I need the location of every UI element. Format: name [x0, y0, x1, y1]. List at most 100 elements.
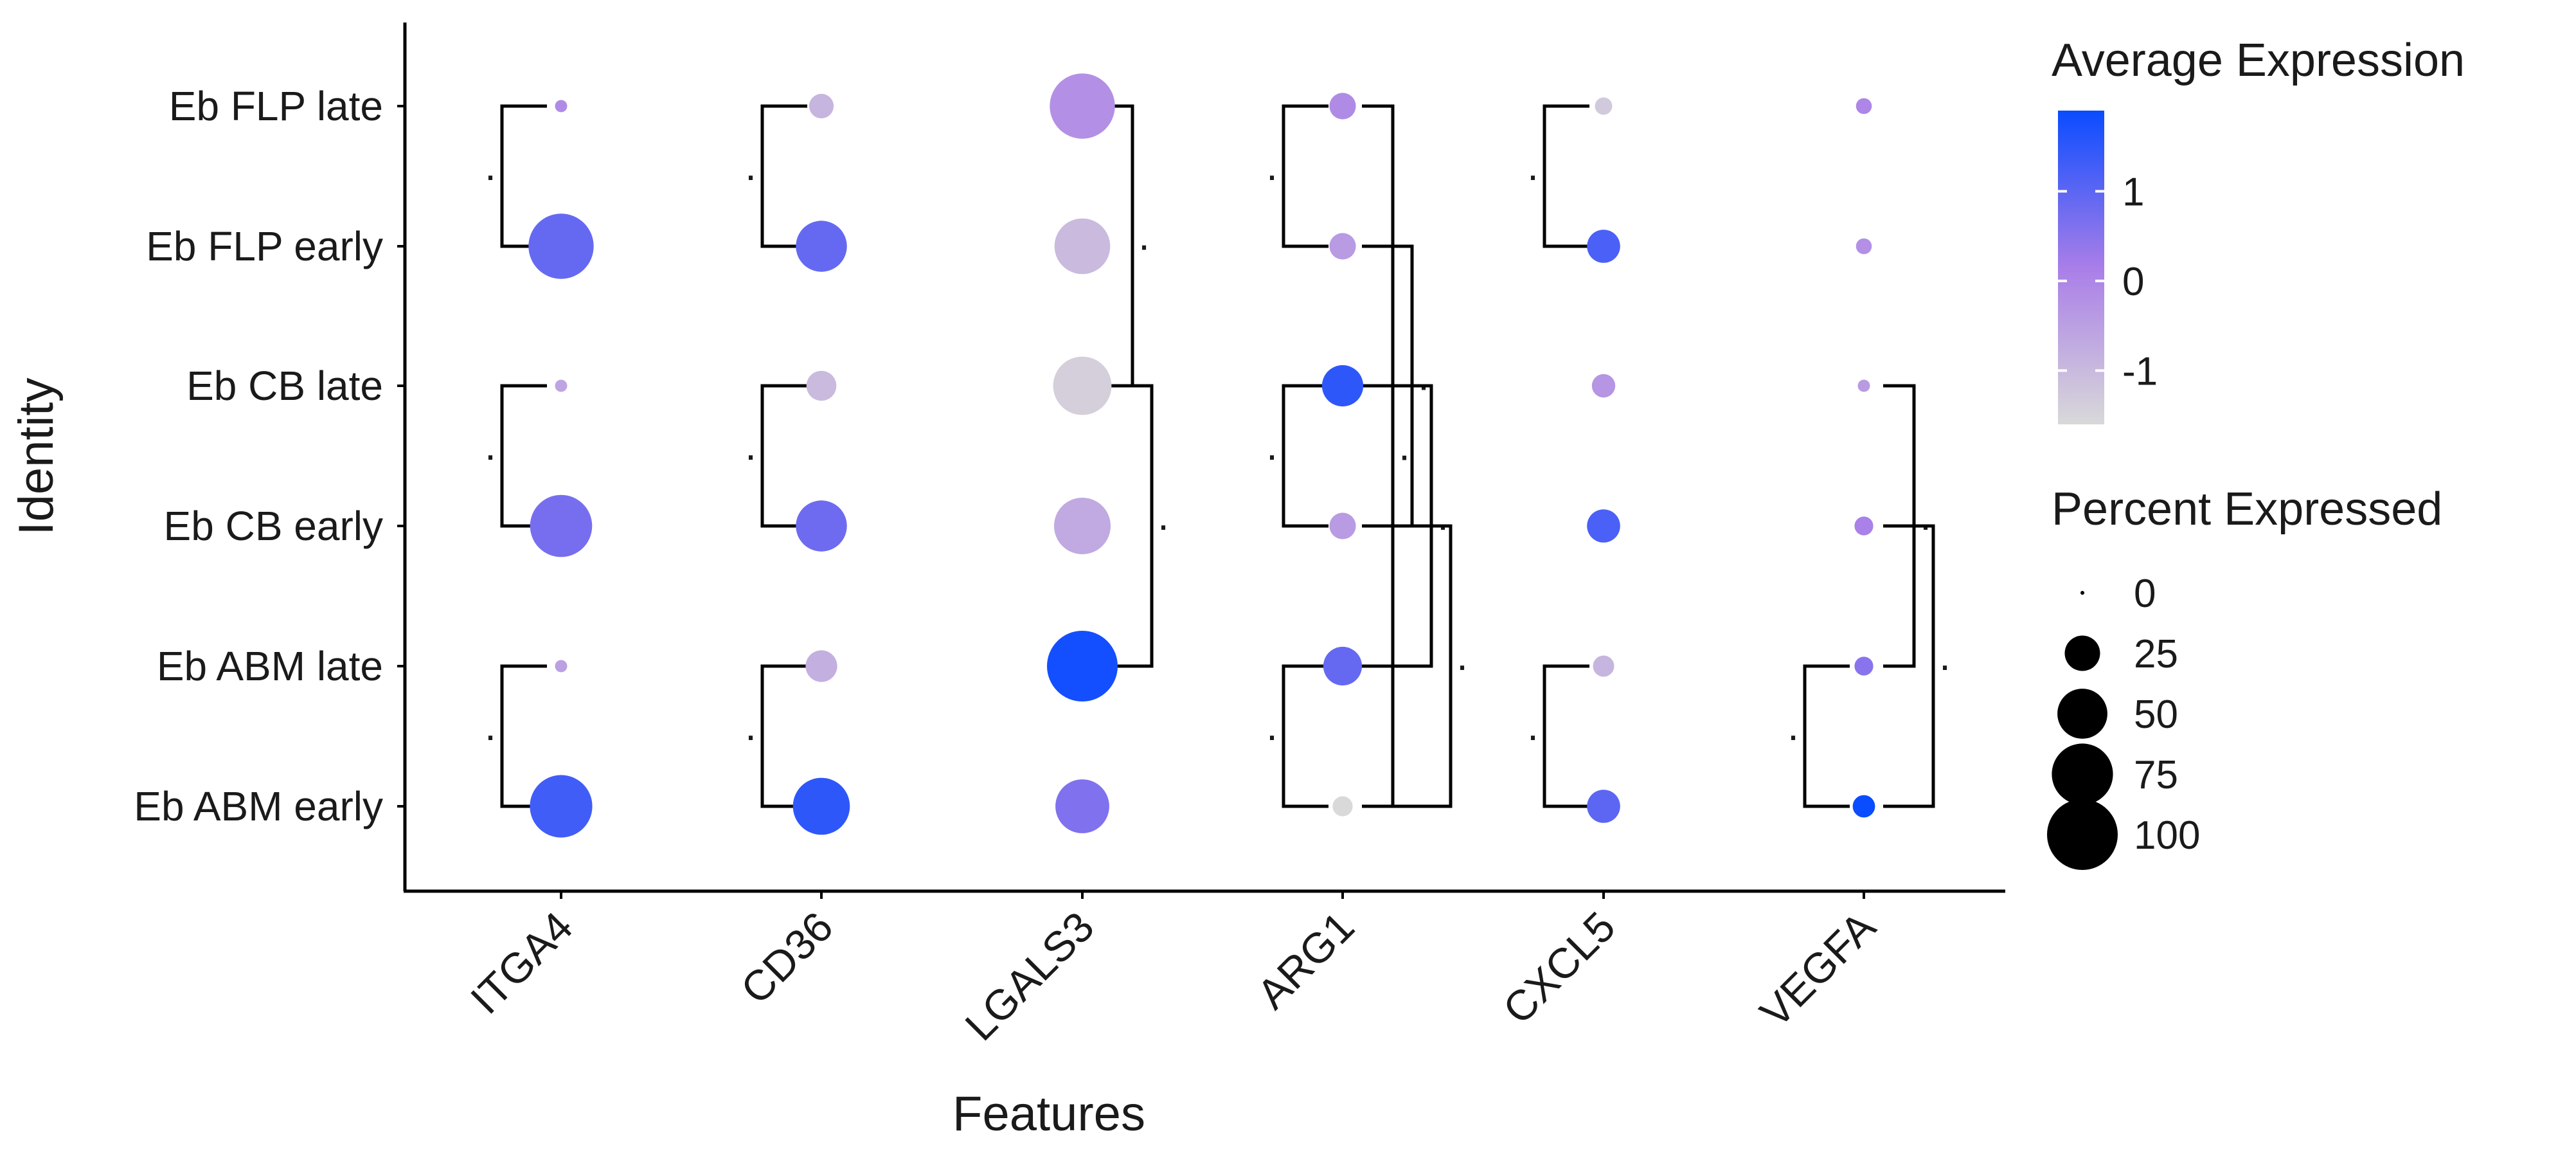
significance-label: .: [1527, 703, 1539, 749]
x-axis-title: Features: [953, 1087, 1145, 1141]
significance-label: .: [1158, 493, 1169, 539]
significance-label: .: [1399, 423, 1410, 469]
significance-bracket: [1543, 664, 1589, 808]
size-legend-dot: [2064, 635, 2100, 671]
y-tick-label: Eb ABM early: [134, 783, 383, 829]
dot-mark: [1323, 646, 1363, 686]
significance-brackets: ....................: [485, 104, 1951, 808]
color-legend-title: Average Expression: [2052, 35, 2465, 86]
dot-mark: [530, 775, 593, 838]
dot-mark: [1329, 512, 1356, 539]
significance-bracket: [760, 384, 807, 528]
dot-mark: [1047, 631, 1118, 701]
significance-label: .: [1266, 703, 1278, 749]
significance-label: .: [1527, 143, 1539, 189]
x-tick-label: CXCL5: [1494, 903, 1624, 1033]
size-legend: Percent Expressed 0 25 50 75 100: [2047, 484, 2442, 870]
dot-mark: [1854, 656, 1874, 676]
size-legend-label: 50: [2134, 692, 2178, 737]
size-legend-dot: [2052, 743, 2113, 805]
size-legend-dot: [2047, 799, 2118, 870]
dot-mark: [806, 370, 837, 401]
y-axis-title: Identity: [9, 377, 64, 535]
significance-bracket: [1282, 384, 1328, 528]
significance-label: .: [1939, 633, 1951, 679]
significance-label: .: [1266, 143, 1278, 189]
size-legend-items: 0 25 50 75 100: [2047, 572, 2200, 870]
significance-bracket: [1362, 104, 1395, 808]
significance-label: .: [1138, 213, 1150, 259]
x-tick-label: LGALS3: [956, 903, 1103, 1050]
significance-label: .: [1266, 422, 1278, 469]
dot-mark: [1854, 516, 1874, 536]
significance-label: .: [745, 422, 756, 469]
size-legend-dot: [2080, 591, 2084, 595]
significance-bracket: [760, 664, 807, 808]
dots: [528, 73, 1875, 838]
size-legend-label: 100: [2134, 813, 2200, 858]
dot-mark: [1587, 230, 1620, 263]
significance-label: .: [485, 143, 496, 189]
significance-label: .: [1787, 703, 1799, 749]
significance-label: .: [1437, 493, 1449, 539]
dot-mark: [1329, 93, 1356, 120]
x-tick-label: ARG1: [1248, 903, 1363, 1018]
dot-mark: [1857, 379, 1870, 392]
dot-mark: [1856, 98, 1872, 114]
axes: [403, 23, 2005, 893]
dot-mark: [555, 100, 568, 113]
x-tick-label: CD36: [731, 903, 842, 1013]
size-legend-dot: [2057, 689, 2107, 739]
dot-mark: [1856, 238, 1872, 255]
significance-label: .: [485, 703, 496, 749]
x-tick-label: VEGFA: [1751, 903, 1884, 1036]
dot-mark: [1054, 218, 1111, 275]
color-legend-tick-label: 1: [2122, 170, 2144, 214]
significance-bracket: [500, 104, 547, 248]
size-legend-label: 25: [2134, 632, 2178, 676]
color-legend-bar: [2058, 111, 2104, 424]
dot-mark: [792, 777, 850, 835]
dot-mark: [1321, 365, 1364, 407]
size-legend-label: 75: [2134, 753, 2178, 797]
color-legend: Average Expression 1 0 -1: [2052, 35, 2465, 424]
significance-label: .: [1418, 353, 1429, 399]
dot-mark: [1587, 790, 1620, 823]
dot-mark: [809, 93, 834, 119]
y-tick-label: Eb FLP late: [169, 83, 383, 129]
dot-mark: [1055, 779, 1109, 833]
dot-mark: [1587, 509, 1620, 543]
significance-label: .: [1456, 633, 1468, 679]
significance-bracket: [1282, 104, 1328, 248]
significance-label: .: [485, 422, 496, 469]
y-tick-label: Eb CB late: [186, 363, 383, 409]
dot-mark: [1050, 73, 1115, 139]
significance-bracket: [1803, 664, 1850, 808]
significance-bracket: [1362, 524, 1453, 808]
significance-label: .: [745, 143, 756, 189]
size-legend-title: Percent Expressed: [2052, 484, 2442, 535]
dot-mark: [1852, 795, 1875, 818]
significance-label: .: [1920, 493, 1931, 539]
significance-bracket: [500, 384, 547, 528]
dot-mark: [1054, 498, 1111, 554]
dot-mark: [555, 660, 568, 673]
axis-ticks: Eb FLP late Eb FLP early Eb CB late Eb CB e…: [134, 83, 1884, 1049]
significance-bracket: [760, 104, 807, 248]
color-legend-ticks: 1 0 -1: [2058, 170, 2158, 394]
significance-bracket: [500, 664, 547, 808]
dot-mark: [805, 650, 837, 682]
dot-mark: [530, 494, 593, 557]
y-tick-label: Eb ABM late: [157, 643, 383, 689]
dot-mark: [1332, 796, 1353, 817]
dot-mark: [1053, 356, 1112, 415]
dot-mark: [1595, 97, 1613, 115]
dot-mark: [528, 213, 594, 279]
dot-mark: [1329, 233, 1356, 260]
size-legend-label: 0: [2134, 572, 2156, 616]
significance-label: .: [745, 703, 756, 749]
dot-mark: [1591, 374, 1616, 398]
dot-mark: [796, 500, 847, 552]
x-tick-label: ITGA4: [461, 903, 582, 1023]
